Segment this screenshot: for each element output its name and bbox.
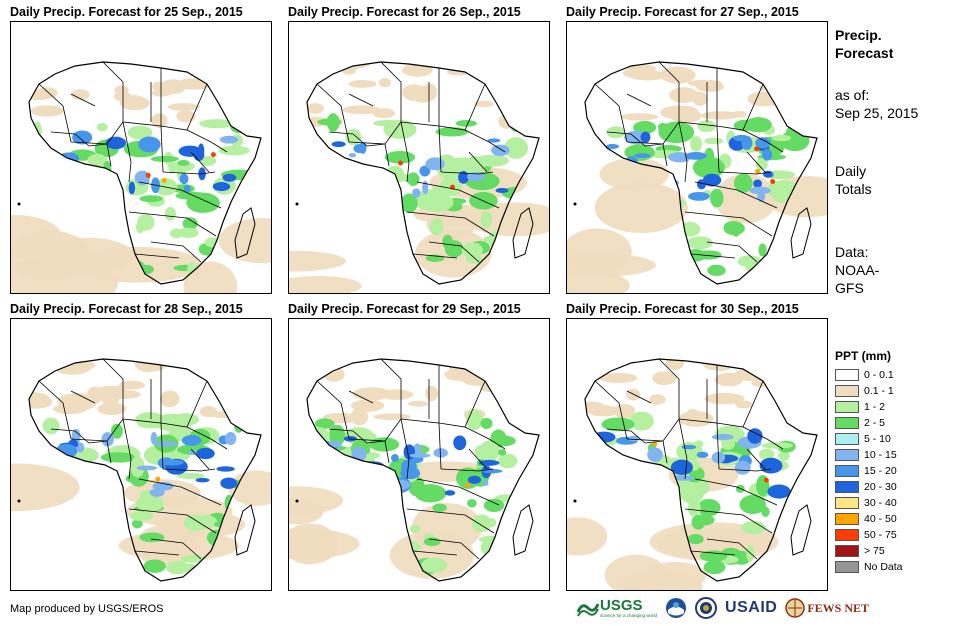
legend-label: 50 - 75: [864, 529, 897, 541]
legend-item: 2 - 5: [835, 415, 955, 431]
precip-map: [10, 21, 272, 294]
legend-swatch: [835, 433, 859, 445]
as-of-date: as of: Sep 25, 2015: [835, 86, 960, 122]
africa-map: [11, 319, 271, 590]
legend-label: 1 - 2: [864, 401, 886, 413]
usaid-wordmark: USAID: [725, 599, 778, 616]
legend-swatch: [835, 497, 859, 509]
legend-label: 20 - 30: [864, 481, 897, 493]
logo-strip: USGS science for a changing world USAID …: [577, 594, 877, 622]
legend-item: 10 - 15: [835, 447, 955, 463]
panel-title: Daily Precip. Forecast for 30 Sep., 2015: [566, 302, 799, 316]
legend-swatch: [835, 449, 859, 461]
legend-item: 15 - 20: [835, 463, 955, 479]
legend-item: > 75: [835, 543, 955, 559]
africa-map: [289, 319, 549, 590]
fewsnet-wordmark: FEWS NET: [807, 600, 870, 615]
totals-line: Daily: [835, 163, 867, 179]
legend-label: No Data: [864, 561, 903, 573]
as-of-label: as of:: [835, 87, 870, 103]
panel-title: Daily Precip. Forecast for 26 Sep., 2015: [288, 5, 521, 19]
legend-swatch: [835, 481, 859, 493]
usgs-tagline: science for a changing world: [600, 612, 658, 618]
legend-item: 50 - 75: [835, 527, 955, 543]
sidebar-title-line: Precip.: [835, 27, 882, 43]
panel-title: Daily Precip. Forecast for 27 Sep., 2015: [566, 5, 799, 19]
forecast-panel-2: Daily Precip. Forecast for 26 Sep., 2015: [288, 4, 550, 294]
usgs-wave-icon: [577, 603, 599, 617]
legend-label: 5 - 10: [864, 433, 891, 445]
usaid-logo: USAID: [725, 599, 777, 617]
data-source-line: Data:: [835, 244, 869, 260]
sidebar-title-line: Forecast: [835, 45, 894, 61]
legend-label: 10 - 15: [864, 449, 897, 461]
precip-map: [288, 318, 550, 591]
legend-item: 40 - 50: [835, 511, 955, 527]
as-of-value: Sep 25, 2015: [835, 105, 919, 121]
department-seal-icon: [695, 597, 718, 619]
data-source-line: NOAA-: [835, 262, 880, 278]
legend-item: 5 - 10: [835, 431, 955, 447]
forecast-panel-4: Daily Precip. Forecast for 28 Sep., 2015: [10, 301, 272, 591]
sidebar-title: Precip. Forecast: [835, 26, 955, 62]
fewsnet-logo: FEWS NET: [785, 598, 869, 618]
data-source-line: GFS: [835, 280, 864, 296]
forecast-panel-6: Daily Precip. Forecast for 30 Sep., 2015: [566, 301, 828, 591]
precip-map: [10, 318, 272, 591]
dos-logo: [695, 597, 718, 619]
legend-label: > 75: [864, 545, 885, 557]
legend-title: PPT (mm): [835, 349, 892, 363]
precip-map: [566, 21, 828, 294]
usgs-logo: USGS science for a changing world: [577, 598, 657, 619]
africa-map: [567, 319, 827, 590]
legend-label: 0.1 - 1: [864, 385, 894, 397]
noaa-seal-icon: [666, 598, 687, 618]
data-source: Data: NOAA- GFS: [835, 243, 960, 297]
noaa-logo: [665, 597, 687, 619]
legend-label: 15 - 20: [864, 465, 897, 477]
africa-map: [567, 22, 827, 293]
legend-label: 30 - 40: [864, 497, 897, 509]
legend-item: No Data: [835, 559, 955, 575]
legend-label: 40 - 50: [864, 513, 897, 525]
legend-swatch: [835, 465, 859, 477]
forecast-panel-3: Daily Precip. Forecast for 27 Sep., 2015: [566, 4, 828, 294]
legend-swatch: [835, 369, 859, 381]
legend-swatch: [835, 417, 859, 429]
legend-item: 0.1 - 1: [835, 383, 955, 399]
legend-item: 0 - 0.1: [835, 367, 955, 383]
legend-rows: 0 - 0.1 0.1 - 1 1 - 2 2 - 5 5 - 10 10 - 15 15 …: [835, 367, 955, 575]
legend-swatch: [835, 529, 859, 541]
precip-map: [288, 21, 550, 294]
precip-map: [566, 318, 828, 591]
panel-title: Daily Precip. Forecast for 25 Sep., 2015: [10, 5, 243, 19]
legend-item: 30 - 40: [835, 495, 955, 511]
daily-totals-label: Daily Totals: [835, 162, 960, 198]
legend-item: 20 - 30: [835, 479, 955, 495]
credit-text: Map produced by USGS/EROS: [10, 603, 164, 615]
legend-swatch: [835, 513, 859, 525]
legend-swatch: [835, 545, 859, 557]
fewsnet-globe-icon: [785, 598, 806, 618]
panel-title: Daily Precip. Forecast for 29 Sep., 2015: [288, 302, 521, 316]
legend-label: 0 - 0.1: [864, 369, 894, 381]
legend-item: 1 - 2: [835, 399, 955, 415]
usgs-wordmark: USGS: [600, 596, 643, 614]
africa-map: [11, 22, 271, 293]
forecast-panel-5: Daily Precip. Forecast for 29 Sep., 2015: [288, 301, 550, 591]
legend-swatch: [835, 561, 859, 573]
totals-line: Totals: [835, 181, 872, 197]
legend-swatch: [835, 385, 859, 397]
legend-swatch: [835, 401, 859, 413]
panel-title: Daily Precip. Forecast for 28 Sep., 2015: [10, 302, 243, 316]
legend-label: 2 - 5: [864, 417, 886, 429]
forecast-panel-1: Daily Precip. Forecast for 25 Sep., 2015: [10, 4, 272, 294]
africa-map: [289, 22, 549, 293]
legend: PPT (mm) 0 - 0.1 0.1 - 1 1 - 2 2 - 5 5 - 10 1…: [835, 348, 955, 575]
